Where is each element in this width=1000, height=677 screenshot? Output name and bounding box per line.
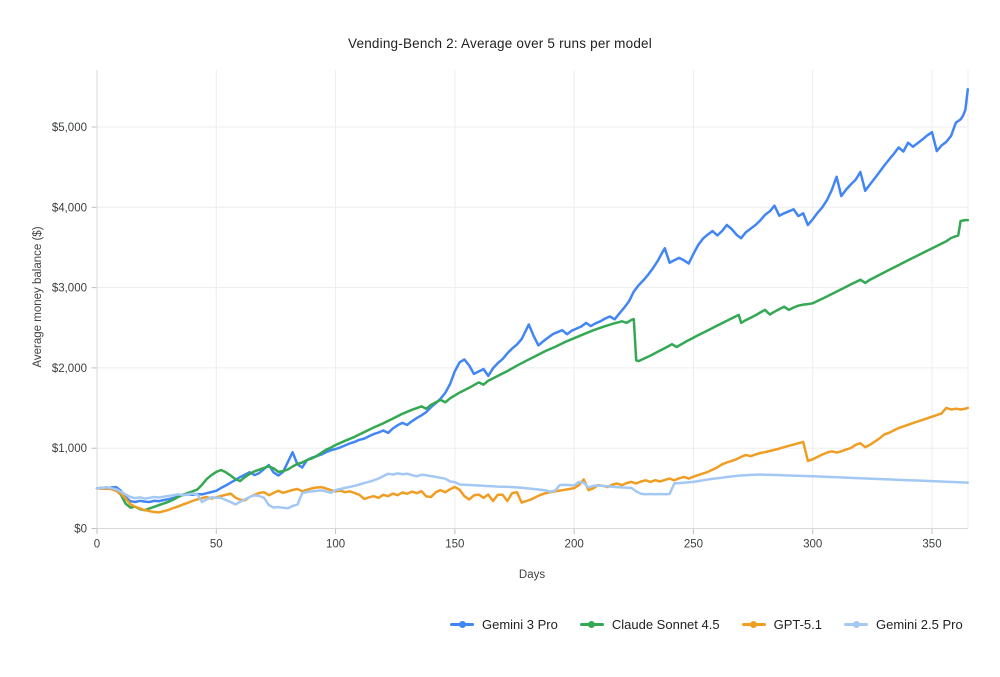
legend: Gemini 3 Pro Claude Sonnet 4.5 GPT-5.1 G… <box>450 612 963 636</box>
y-axis-tick-label: $4,000 <box>52 202 87 214</box>
legend-line-marker-icon <box>844 620 868 628</box>
legend-label: Claude Sonnet 4.5 <box>611 616 720 632</box>
legend-dot-icon <box>588 620 596 628</box>
y-axis-tick-label: $0 <box>74 524 87 536</box>
x-axis-title: Days <box>518 569 546 581</box>
y-axis-title: Average money balance ($) <box>32 226 44 368</box>
legend-label: GPT-5.1 <box>773 616 822 632</box>
y-axis-tick-label: $5,000 <box>52 122 87 134</box>
y-axis-tick-label: $1,000 <box>52 443 87 455</box>
legend-item-gpt-5-1: GPT-5.1 <box>741 616 822 632</box>
y-axis-tick-label: $3,000 <box>52 283 87 295</box>
legend-label: Gemini 2.5 Pro <box>876 616 963 632</box>
x-axis-tick-label: 150 <box>445 539 464 551</box>
series-line-gemini-2-5-pro <box>95 472 970 510</box>
gridlines: $0 $1,000 $2,000 $3,000 $4,000 $5,000 0 50 100 15… <box>52 70 969 551</box>
x-axis-tick-label: 300 <box>803 539 822 551</box>
x-axis-tick-label: 50 <box>210 539 223 551</box>
legend-item-gemini-3-pro: Gemini 3 Pro <box>450 617 558 632</box>
legend-item-claude-sonnet-4-5: Claude Sonnet 4.5 <box>579 616 720 632</box>
x-axis-tick-label: 250 <box>684 539 703 551</box>
legend-dot-icon <box>458 620 466 628</box>
x-axis-tick-label: 350 <box>922 539 941 551</box>
series-line-gemini-3-pro <box>95 88 970 504</box>
x-axis-tick-label: 200 <box>565 539 584 551</box>
legend-dot-icon <box>852 620 860 628</box>
x-axis-tick-label: 100 <box>326 539 345 551</box>
line-chart-plot: $0 $1,000 $2,000 $3,000 $4,000 $5,000 0 50 100 15… <box>52 70 970 551</box>
series-line-gpt-5-1 <box>95 406 970 514</box>
legend-line-marker-icon <box>450 620 474 628</box>
legend-line-marker-icon <box>741 620 766 628</box>
legend-dot-icon <box>750 620 758 628</box>
series-line-claude-sonnet-4-5 <box>95 218 970 512</box>
x-axis-tick-label: 0 <box>94 539 100 551</box>
legend-line-marker-icon <box>579 620 604 628</box>
chart-title: Vending-Bench 2: Average over 5 runs per… <box>348 36 652 51</box>
y-axis-tick-label: $2,000 <box>52 363 87 375</box>
legend-label: Gemini 3 Pro <box>482 616 558 632</box>
legend-item-gemini-2-5-pro: Gemini 2.5 Pro <box>844 617 963 632</box>
